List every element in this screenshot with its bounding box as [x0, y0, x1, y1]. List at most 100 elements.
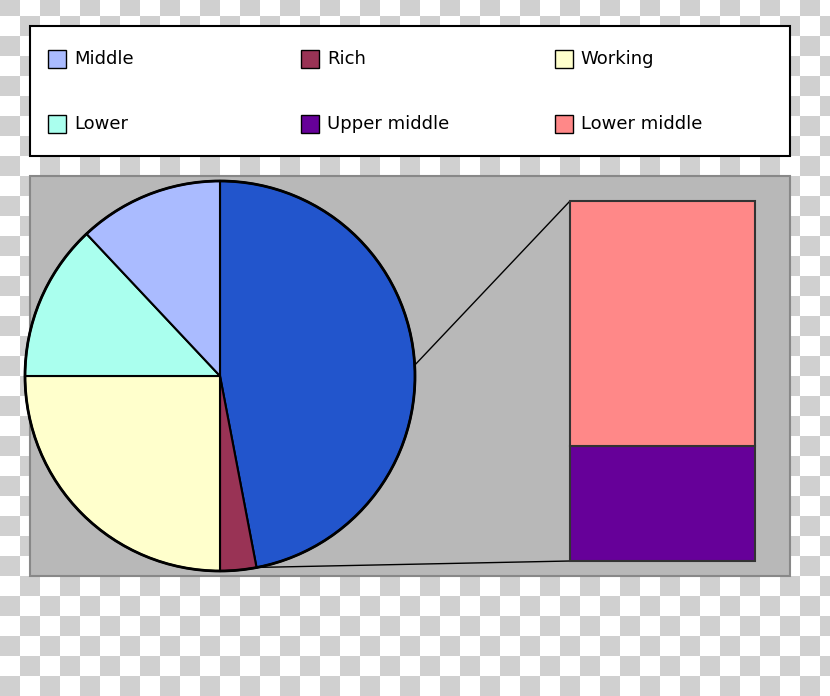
Bar	[140, 216, 160, 236]
Bar	[220, 56, 240, 76]
Bar	[260, 416, 280, 436]
Bar	[760, 556, 780, 576]
Bar	[160, 56, 180, 76]
Bar	[800, 56, 820, 76]
Bar	[40, 176, 60, 196]
Bar	[0, 0, 20, 16]
Bar	[480, 276, 500, 296]
Bar	[620, 356, 640, 376]
Bar	[320, 96, 340, 116]
Bar	[340, 576, 360, 596]
Bar	[780, 56, 800, 76]
Bar	[180, 376, 200, 396]
Bar	[360, 316, 380, 336]
Bar	[40, 0, 60, 16]
Bar	[40, 156, 60, 176]
Bar	[240, 536, 260, 556]
Bar	[380, 236, 400, 256]
Bar	[500, 0, 520, 16]
Bar	[420, 636, 440, 656]
Bar	[240, 576, 260, 596]
Bar	[820, 636, 830, 656]
Bar	[340, 96, 360, 116]
Bar	[60, 356, 80, 376]
Bar	[820, 16, 830, 36]
Bar	[640, 136, 660, 156]
Bar	[820, 616, 830, 636]
Bar	[660, 336, 680, 356]
Bar	[400, 296, 420, 316]
Bar	[640, 656, 660, 676]
Bar	[260, 256, 280, 276]
Bar	[600, 496, 620, 516]
Bar	[160, 556, 180, 576]
Bar	[20, 96, 40, 116]
Bar	[260, 76, 280, 96]
Bar	[280, 196, 300, 216]
Bar	[380, 276, 400, 296]
Bar	[120, 436, 140, 456]
Bar	[500, 536, 520, 556]
Bar	[660, 96, 680, 116]
Bar	[740, 136, 760, 156]
Bar	[500, 116, 520, 136]
Bar	[440, 116, 460, 136]
Bar	[0, 396, 20, 416]
Bar	[500, 96, 520, 116]
Bar	[700, 116, 720, 136]
Bar	[340, 196, 360, 216]
Bar	[0, 596, 20, 616]
Bar	[440, 276, 460, 296]
Bar	[640, 156, 660, 176]
Bar	[660, 496, 680, 516]
Bar	[140, 276, 160, 296]
Bar	[420, 516, 440, 536]
Bar	[80, 496, 100, 516]
Bar	[200, 0, 220, 16]
Bar	[480, 656, 500, 676]
Bar	[540, 476, 560, 496]
Bar	[680, 616, 700, 636]
Bar	[600, 676, 620, 696]
Bar	[580, 376, 600, 396]
Bar	[380, 396, 400, 416]
Bar	[140, 16, 160, 36]
Bar	[720, 636, 740, 656]
Bar	[300, 156, 320, 176]
Bar	[520, 536, 540, 556]
Bar	[460, 376, 480, 396]
Bar	[180, 456, 200, 476]
Bar	[500, 576, 520, 596]
Bar	[760, 616, 780, 636]
Bar	[240, 216, 260, 236]
Bar	[600, 576, 620, 596]
Bar	[720, 116, 740, 136]
Bar	[800, 236, 820, 256]
Bar	[100, 236, 120, 256]
Bar	[460, 616, 480, 636]
Bar	[820, 476, 830, 496]
Bar	[540, 316, 560, 336]
Bar	[480, 596, 500, 616]
Bar	[760, 396, 780, 416]
Bar	[160, 576, 180, 596]
Bar	[340, 536, 360, 556]
Bar	[640, 116, 660, 136]
Bar	[80, 596, 100, 616]
Bar	[520, 16, 540, 36]
Bar	[560, 356, 580, 376]
Bar	[760, 16, 780, 36]
Bar	[280, 636, 300, 656]
Bar	[200, 676, 220, 696]
Bar	[540, 496, 560, 516]
Bar	[140, 36, 160, 56]
Bar	[620, 236, 640, 256]
Bar	[0, 556, 20, 576]
Bar	[180, 596, 200, 616]
Bar	[340, 216, 360, 236]
Bar	[500, 416, 520, 436]
Bar	[220, 216, 240, 236]
Bar	[440, 376, 460, 396]
Bar	[340, 496, 360, 516]
Bar	[180, 176, 200, 196]
